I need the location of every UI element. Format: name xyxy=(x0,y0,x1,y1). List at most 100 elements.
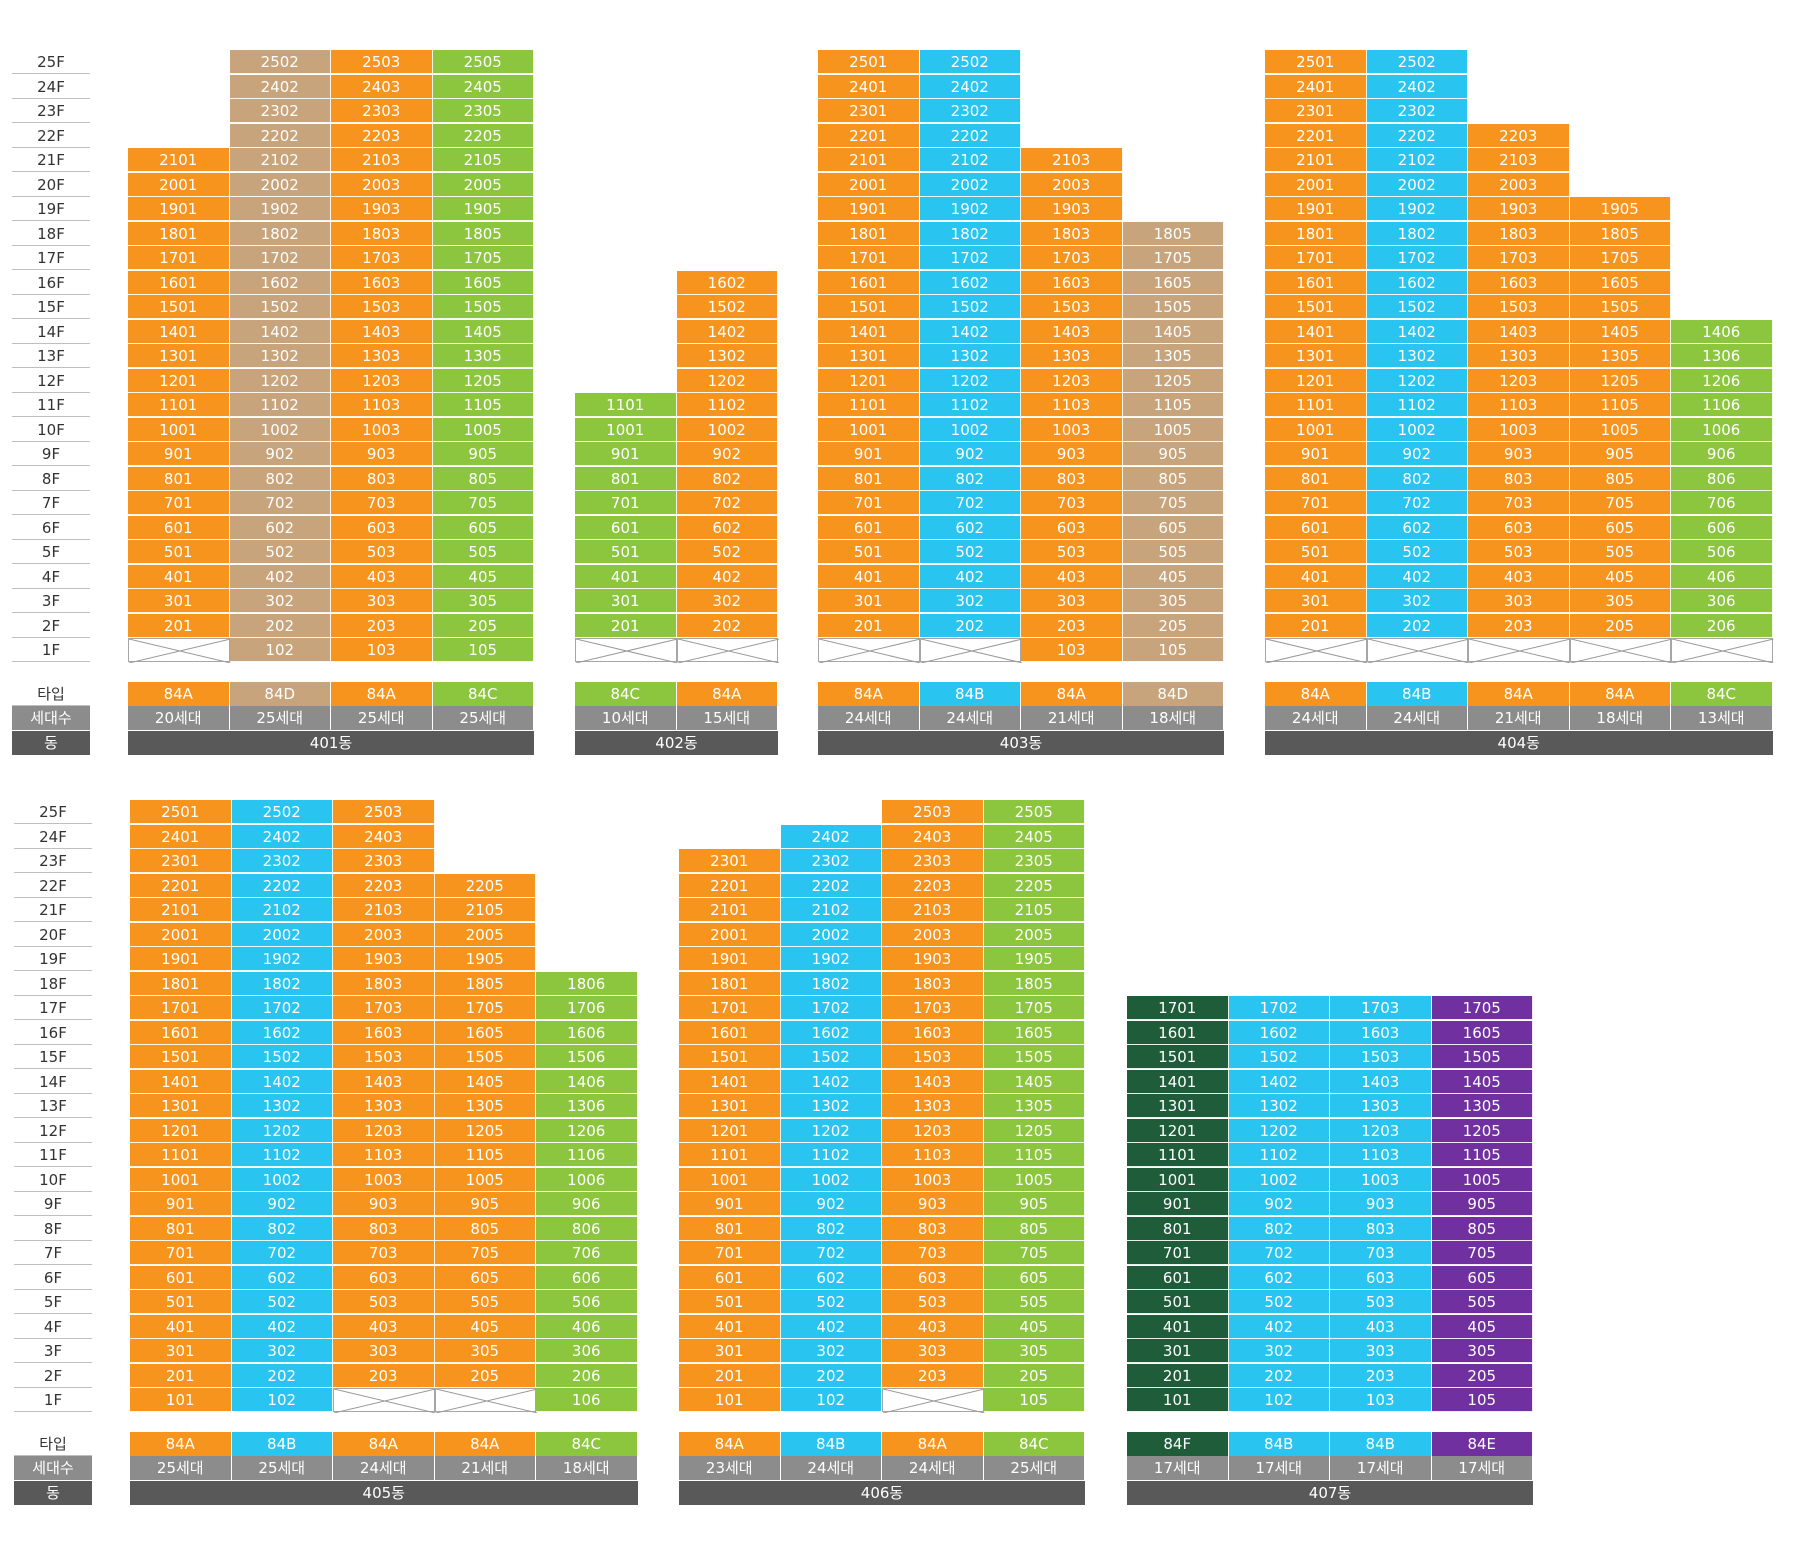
unit-cell-407-305[interactable]: 305 xyxy=(1431,1339,1533,1363)
unit-cell-406-1001[interactable]: 1001 xyxy=(679,1167,781,1192)
unit-cell-405-2303[interactable]: 2303 xyxy=(333,849,435,873)
unit-cell-406-905[interactable]: 905 xyxy=(983,1192,1085,1216)
unit-cell-401-903[interactable]: 903 xyxy=(331,442,433,466)
unit-cell-405-1901[interactable]: 1901 xyxy=(130,947,232,971)
unit-cell-407-1405[interactable]: 1405 xyxy=(1431,1069,1533,1094)
unit-cell-403-803[interactable]: 803 xyxy=(1021,466,1123,491)
unit-cell-407-101[interactable]: 101 xyxy=(1127,1388,1229,1412)
unit-cell-407-702[interactable]: 702 xyxy=(1228,1241,1330,1265)
unit-cell-406-1701[interactable]: 1701 xyxy=(679,996,781,1020)
unit-cell-401-1001[interactable]: 1001 xyxy=(128,417,230,442)
unit-cell-404-2202[interactable]: 2202 xyxy=(1366,123,1468,148)
unit-cell-404-1702[interactable]: 1702 xyxy=(1366,246,1468,270)
unit-cell-403-302[interactable]: 302 xyxy=(919,589,1021,613)
unit-cell-405-1802[interactable]: 1802 xyxy=(231,971,333,996)
unit-cell-405-1205[interactable]: 1205 xyxy=(434,1118,536,1143)
unit-cell-406-1102[interactable]: 1102 xyxy=(780,1143,882,1167)
unit-cell-407-103[interactable]: 103 xyxy=(1330,1388,1432,1412)
unit-cell-405-1102[interactable]: 1102 xyxy=(231,1143,333,1167)
unit-cell-406-1505[interactable]: 1505 xyxy=(983,1045,1085,1069)
unit-cell-401-1302[interactable]: 1302 xyxy=(229,344,331,368)
unit-cell-403-2001[interactable]: 2001 xyxy=(818,172,920,197)
unit-cell-407-1605[interactable]: 1605 xyxy=(1431,1020,1533,1045)
unit-cell-404-605[interactable]: 605 xyxy=(1569,515,1671,540)
unit-cell-407-905[interactable]: 905 xyxy=(1431,1192,1533,1216)
unit-cell-406-105[interactable]: 105 xyxy=(983,1388,1085,1412)
unit-cell-401-2502[interactable]: 2502 xyxy=(229,50,331,74)
unit-cell-405-1601[interactable]: 1601 xyxy=(130,1020,232,1045)
unit-cell-403-1902[interactable]: 1902 xyxy=(919,197,1021,221)
unit-cell-403-1003[interactable]: 1003 xyxy=(1021,417,1123,442)
unit-cell-401-1305[interactable]: 1305 xyxy=(432,344,534,368)
unit-cell-404-905[interactable]: 905 xyxy=(1569,442,1671,466)
unit-cell-403-1903[interactable]: 1903 xyxy=(1021,197,1123,221)
unit-cell-405-1803[interactable]: 1803 xyxy=(333,971,435,996)
unit-cell-404-806[interactable]: 806 xyxy=(1671,466,1773,491)
unit-cell-406-1301[interactable]: 1301 xyxy=(679,1094,781,1118)
unit-cell-406-1002[interactable]: 1002 xyxy=(780,1167,882,1192)
unit-cell-403-105[interactable]: 105 xyxy=(1122,638,1224,662)
unit-cell-406-201[interactable]: 201 xyxy=(679,1363,781,1388)
unit-cell-406-1805[interactable]: 1805 xyxy=(983,971,1085,996)
unit-cell-404-702[interactable]: 702 xyxy=(1366,491,1468,515)
unit-cell-404-406[interactable]: 406 xyxy=(1671,564,1773,589)
unit-cell-404-1301[interactable]: 1301 xyxy=(1265,344,1367,368)
unit-cell-404-1402[interactable]: 1402 xyxy=(1366,319,1468,344)
unit-cell-404-2501[interactable]: 2501 xyxy=(1265,50,1367,74)
unit-cell-401-502[interactable]: 502 xyxy=(229,540,331,564)
unit-cell-404-303[interactable]: 303 xyxy=(1468,589,1570,613)
unit-cell-407-203[interactable]: 203 xyxy=(1330,1363,1432,1388)
unit-cell-403-505[interactable]: 505 xyxy=(1122,540,1224,564)
unit-cell-404-202[interactable]: 202 xyxy=(1366,613,1468,638)
unit-cell-404-802[interactable]: 802 xyxy=(1366,466,1468,491)
unit-cell-405-205[interactable]: 205 xyxy=(434,1363,536,1388)
unit-cell-407-1002[interactable]: 1002 xyxy=(1228,1167,1330,1192)
unit-cell-404-1103[interactable]: 1103 xyxy=(1468,393,1570,417)
unit-cell-401-1702[interactable]: 1702 xyxy=(229,246,331,270)
unit-cell-406-1201[interactable]: 1201 xyxy=(679,1118,781,1143)
unit-cell-403-402[interactable]: 402 xyxy=(919,564,1021,589)
unit-cell-407-1301[interactable]: 1301 xyxy=(1127,1094,1229,1118)
unit-cell-406-802[interactable]: 802 xyxy=(780,1216,882,1241)
unit-cell-405-2201[interactable]: 2201 xyxy=(130,873,232,898)
unit-cell-401-2105[interactable]: 2105 xyxy=(432,148,534,172)
unit-cell-404-1701[interactable]: 1701 xyxy=(1265,246,1367,270)
unit-cell-403-1605[interactable]: 1605 xyxy=(1122,270,1224,295)
unit-cell-407-205[interactable]: 205 xyxy=(1431,1363,1533,1388)
unit-cell-404-601[interactable]: 601 xyxy=(1265,515,1367,540)
unit-cell-405-1403[interactable]: 1403 xyxy=(333,1069,435,1094)
unit-cell-405-203[interactable]: 203 xyxy=(333,1363,435,1388)
unit-cell-403-1501[interactable]: 1501 xyxy=(818,295,920,319)
unit-cell-404-1505[interactable]: 1505 xyxy=(1569,295,1671,319)
unit-cell-406-2503[interactable]: 2503 xyxy=(882,800,984,824)
unit-cell-407-405[interactable]: 405 xyxy=(1431,1314,1533,1339)
unit-cell-401-1602[interactable]: 1602 xyxy=(229,270,331,295)
unit-cell-403-1802[interactable]: 1802 xyxy=(919,221,1021,246)
unit-cell-407-1703[interactable]: 1703 xyxy=(1330,996,1432,1020)
unit-cell-403-905[interactable]: 905 xyxy=(1122,442,1224,466)
unit-cell-404-1603[interactable]: 1603 xyxy=(1468,270,1570,295)
unit-cell-405-802[interactable]: 802 xyxy=(231,1216,333,1241)
unit-cell-404-1903[interactable]: 1903 xyxy=(1468,197,1570,221)
unit-cell-405-906[interactable]: 906 xyxy=(536,1192,638,1216)
unit-cell-406-803[interactable]: 803 xyxy=(882,1216,984,1241)
unit-cell-404-1501[interactable]: 1501 xyxy=(1265,295,1367,319)
unit-cell-407-1502[interactable]: 1502 xyxy=(1228,1045,1330,1069)
unit-cell-406-2205[interactable]: 2205 xyxy=(983,873,1085,898)
unit-cell-404-1801[interactable]: 1801 xyxy=(1265,221,1367,246)
unit-cell-405-1203[interactable]: 1203 xyxy=(333,1118,435,1143)
unit-cell-406-101[interactable]: 101 xyxy=(679,1388,781,1412)
unit-cell-402-801[interactable]: 801 xyxy=(575,466,677,491)
unit-cell-407-505[interactable]: 505 xyxy=(1431,1290,1533,1314)
unit-cell-401-2103[interactable]: 2103 xyxy=(331,148,433,172)
unit-cell-403-305[interactable]: 305 xyxy=(1122,589,1224,613)
unit-cell-403-1803[interactable]: 1803 xyxy=(1021,221,1123,246)
unit-cell-401-2005[interactable]: 2005 xyxy=(432,172,534,197)
unit-cell-406-1802[interactable]: 1802 xyxy=(780,971,882,996)
unit-cell-403-1601[interactable]: 1601 xyxy=(818,270,920,295)
unit-cell-402-902[interactable]: 902 xyxy=(676,442,778,466)
unit-cell-405-405[interactable]: 405 xyxy=(434,1314,536,1339)
unit-cell-405-506[interactable]: 506 xyxy=(536,1290,638,1314)
unit-cell-401-1105[interactable]: 1105 xyxy=(432,393,534,417)
unit-cell-404-1803[interactable]: 1803 xyxy=(1468,221,1570,246)
